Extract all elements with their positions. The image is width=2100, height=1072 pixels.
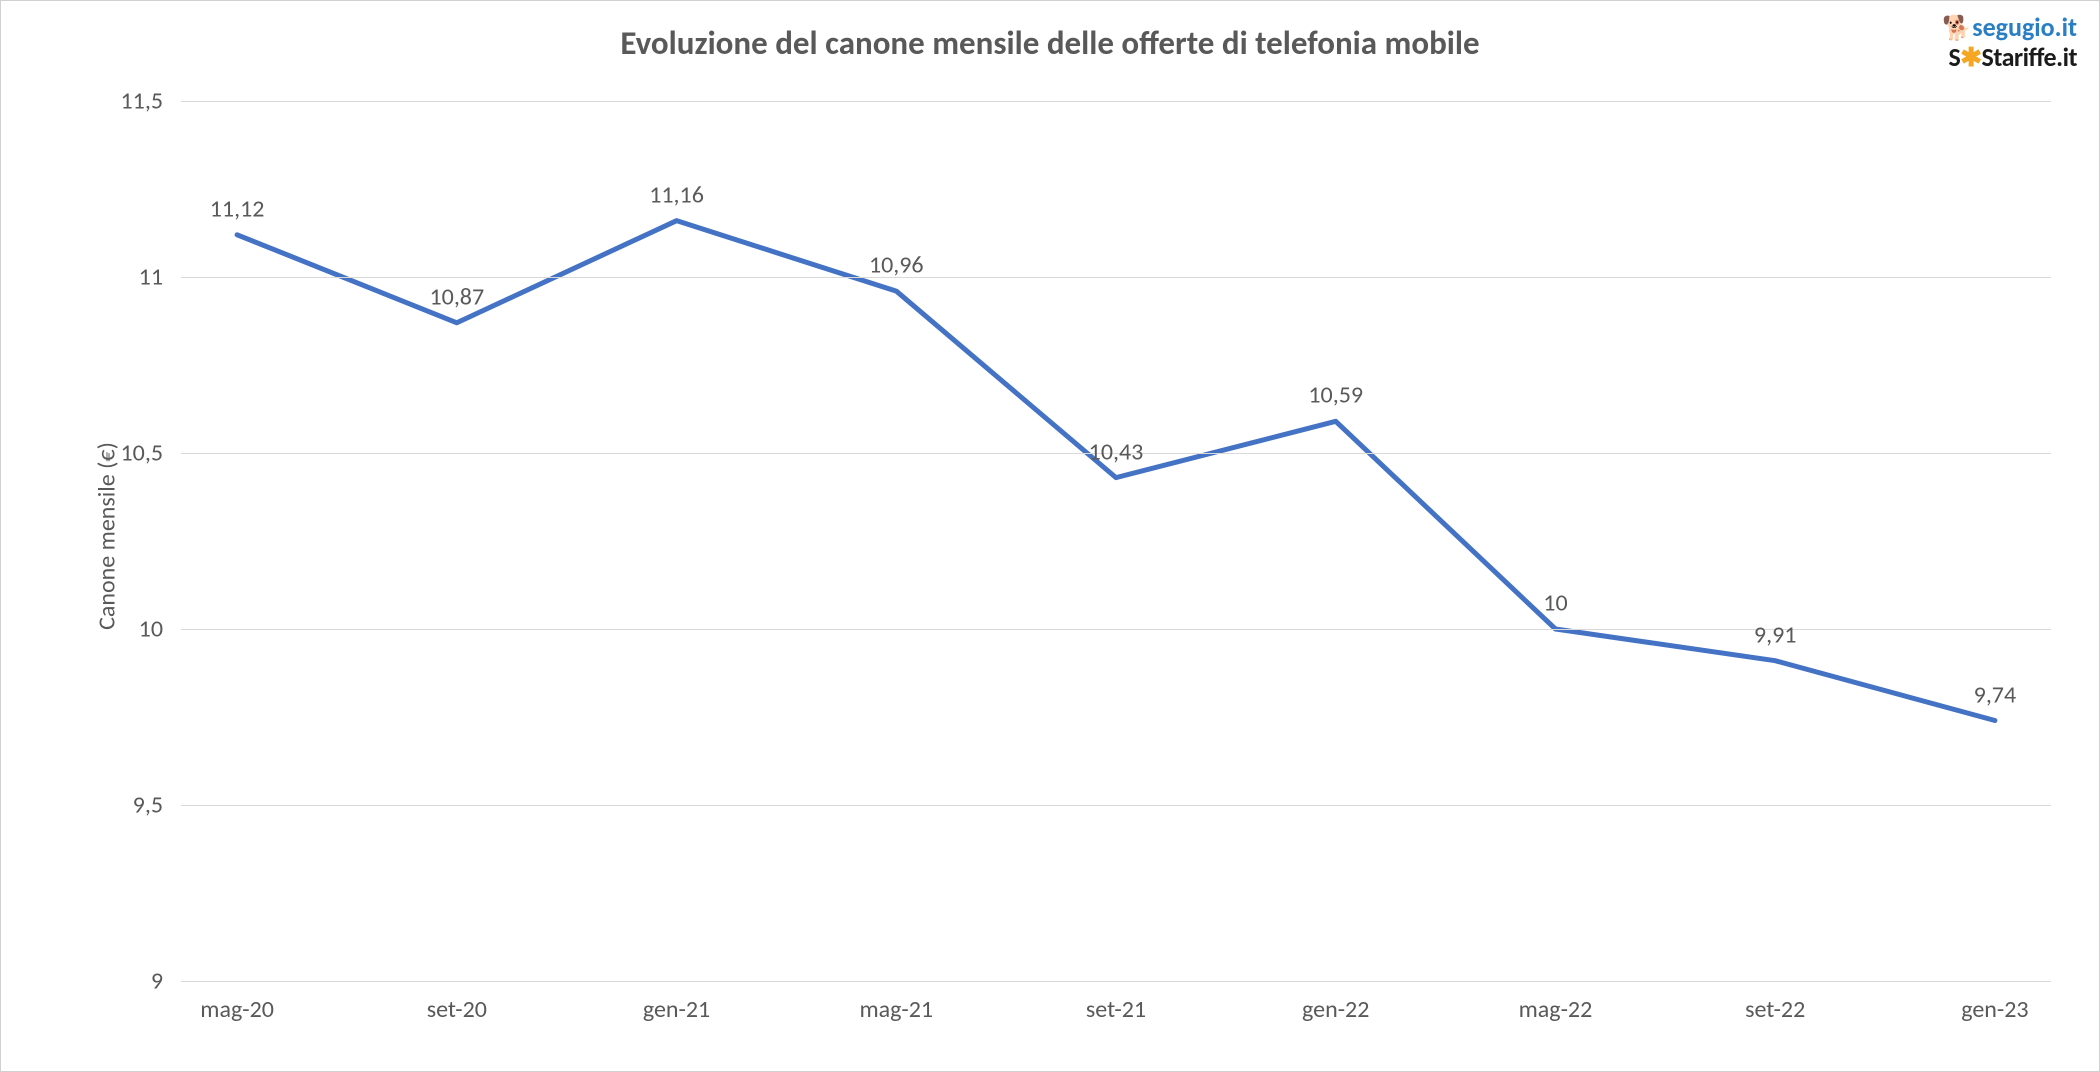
y-tick-label: 11 [139, 263, 181, 292]
data-label: 10,59 [1308, 381, 1363, 410]
x-tick-label: set-20 [427, 981, 487, 1024]
x-tick-label: gen-22 [1302, 981, 1369, 1024]
chart-container: Evoluzione del canone mensile delle offe… [0, 0, 2100, 1072]
data-label: 10,43 [1089, 437, 1144, 466]
x-tick-label: gen-21 [643, 981, 710, 1024]
chart-title: Evoluzione del canone mensile delle offe… [1, 23, 2099, 63]
data-label: 11,12 [210, 194, 265, 223]
gridline [181, 805, 2051, 806]
star-icon: ✱ [1960, 41, 1981, 73]
x-tick-label: set-21 [1086, 981, 1146, 1024]
logo-sostariffe: S✱Stariffe.it [1942, 43, 2077, 73]
y-tick-label: 9 [151, 967, 181, 996]
data-label: 10,87 [429, 282, 484, 311]
data-label: 9,74 [1974, 680, 2016, 709]
line-series [181, 101, 2051, 981]
x-tick-label: mag-21 [859, 981, 933, 1024]
logo-segugio-text: segugio.it [1972, 11, 2077, 43]
x-tick-label: mag-20 [200, 981, 274, 1024]
plot-area: 99,51010,51111,5mag-20set-20gen-21mag-21… [181, 101, 2051, 981]
y-axis-title: Canone mensile (€) [92, 442, 121, 630]
gridline [181, 277, 2051, 278]
data-label: 9,91 [1754, 620, 1796, 649]
dog-icon: 🐕 [1942, 14, 1972, 43]
logo-sostariffe-suffix: Stariffe.it [1982, 41, 2077, 73]
logo-segugio: 🐕segugio.it [1942, 13, 2077, 43]
y-tick-label: 10,5 [121, 439, 181, 468]
x-tick-label: gen-23 [1961, 981, 2028, 1024]
x-tick-label: mag-22 [1519, 981, 1593, 1024]
logo-group: 🐕segugio.it S✱Stariffe.it [1942, 13, 2077, 73]
logo-sostariffe-prefix: S [1948, 41, 1960, 73]
data-label: 10,96 [869, 250, 924, 279]
data-label: 10 [1543, 588, 1567, 617]
data-label: 11,16 [649, 180, 704, 209]
gridline [181, 101, 2051, 102]
y-tick-label: 9,5 [133, 791, 181, 820]
x-tick-label: set-22 [1745, 981, 1805, 1024]
y-tick-label: 11,5 [121, 87, 181, 116]
y-tick-label: 10 [139, 615, 181, 644]
